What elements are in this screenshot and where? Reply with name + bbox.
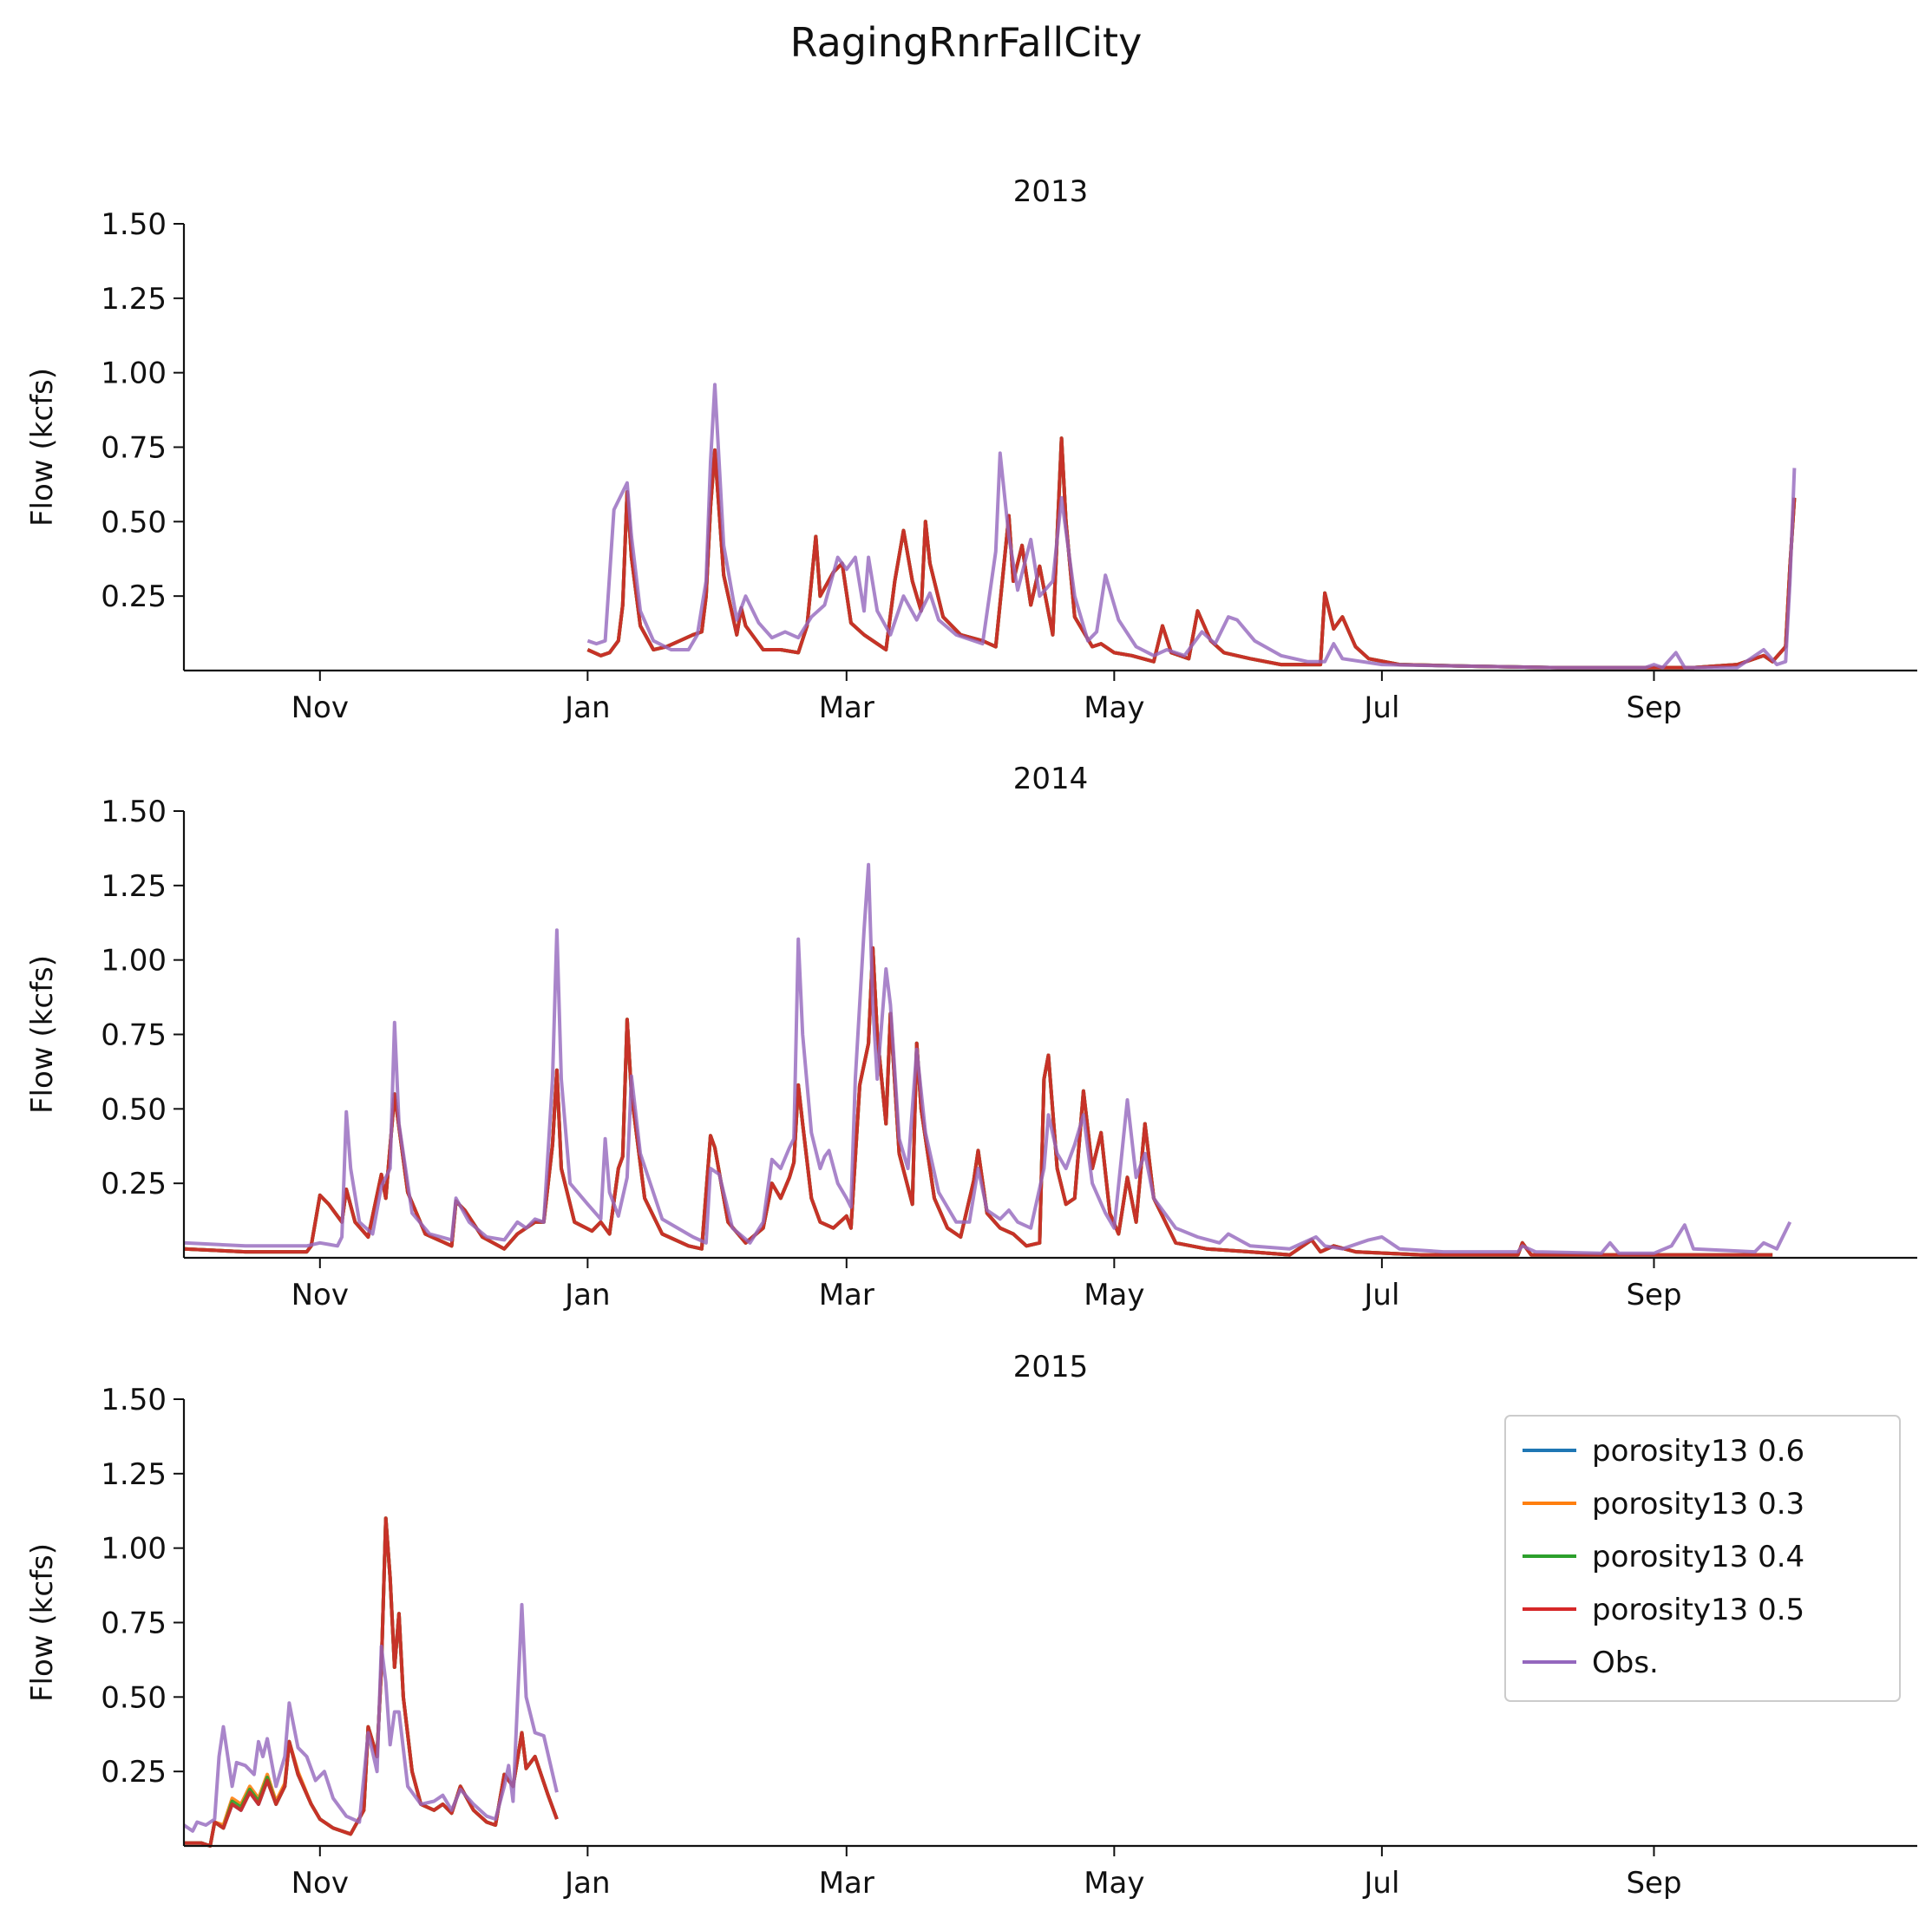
y-tick-label: 1.00 [101, 357, 167, 391]
panel-title: 2014 [1013, 762, 1089, 796]
y-tick-label: 1.00 [101, 1532, 167, 1567]
x-tick-label: Nov [291, 1866, 349, 1901]
series-line-porosity13-0-6 [183, 946, 1773, 1257]
panel-2014: 2014 Flow (kcfs) 0.25 0.50 0.75 1.00 1.25 1.50 N… [25, 762, 1917, 1312]
y-tick-label: 0.25 [101, 1167, 167, 1201]
legend-label: porosity13 0.5 [1592, 1593, 1804, 1627]
series-line-porosity13-0-4 [183, 946, 1773, 1257]
y-tick-label: 0.25 [101, 1755, 167, 1790]
y-tick-label: 0.75 [101, 1018, 167, 1053]
x-tick-label: Nov [291, 690, 349, 725]
y-tick-label: 1.50 [101, 207, 167, 242]
x-tick-label: May [1084, 690, 1144, 725]
legend-box [1504, 1415, 1901, 1702]
y-axis-label: Flow (kcfs) [25, 1543, 60, 1702]
y-tick-label: 1.25 [101, 1457, 167, 1492]
x-tick-label: Sep [1626, 690, 1681, 725]
legend-label: porosity13 0.6 [1592, 1434, 1804, 1469]
y-tick-label: 1.00 [101, 944, 167, 978]
panel-2015: 2015 Flow (kcfs) 0.25 0.50 0.75 1.00 1.25 1.50 N… [25, 1350, 1917, 1901]
y-tick-label: 1.25 [101, 282, 167, 317]
x-tick-label: Sep [1626, 1278, 1681, 1312]
x-tick-label: Jan [563, 690, 610, 725]
panel-title: 2015 [1013, 1350, 1089, 1384]
series-line-obs- [182, 1602, 559, 1833]
y-tick-label: 0.75 [101, 431, 167, 466]
legend-label: porosity13 0.4 [1592, 1540, 1804, 1574]
legend: porosity13 0.6 porosity13 0.3 porosity13 0… [1504, 1415, 1901, 1702]
y-tick-label: 1.25 [101, 869, 167, 904]
panel-title: 2013 [1013, 174, 1089, 209]
x-tick-label: Jul [1362, 690, 1399, 725]
x-tick-label: Jan [563, 1278, 610, 1312]
x-tick-label: Nov [291, 1278, 349, 1312]
y-tick-label: 0.25 [101, 579, 167, 614]
y-tick-label: 0.50 [101, 1092, 167, 1127]
y-axis-label: Flow (kcfs) [25, 955, 60, 1114]
x-tick-label: Mar [819, 690, 874, 725]
x-tick-label: Jul [1362, 1278, 1399, 1312]
x-tick-label: Sep [1626, 1866, 1681, 1901]
series-line-obs- [586, 383, 1797, 670]
x-tick-label: Mar [819, 1866, 874, 1901]
y-tick-label: 0.50 [101, 505, 167, 540]
y-tick-label: 0.50 [101, 1680, 167, 1715]
panel-2013: 2013 Flow (kcfs) 0.25 0.50 0.75 1.00 1.25 1.50 N… [25, 174, 1917, 725]
x-tick-label: Jan [563, 1866, 610, 1901]
x-tick-label: Mar [819, 1278, 874, 1312]
y-axis-label: Flow (kcfs) [25, 368, 60, 527]
x-tick-label: May [1084, 1278, 1144, 1312]
legend-label: porosity13 0.3 [1592, 1487, 1804, 1522]
series-line-obs- [183, 862, 1792, 1255]
series-line-porosity13-0-3 [183, 946, 1773, 1257]
legend-label: Obs. [1592, 1646, 1659, 1680]
x-tick-label: May [1084, 1866, 1144, 1901]
y-tick-label: 1.50 [101, 795, 167, 829]
y-tick-label: 1.50 [101, 1383, 167, 1417]
y-tick-label: 0.75 [101, 1607, 167, 1641]
series-line-porosity13-0-5 [183, 946, 1773, 1257]
x-tick-label: Jul [1362, 1866, 1399, 1901]
figure-title: RagingRnrFallCity [789, 19, 1143, 66]
